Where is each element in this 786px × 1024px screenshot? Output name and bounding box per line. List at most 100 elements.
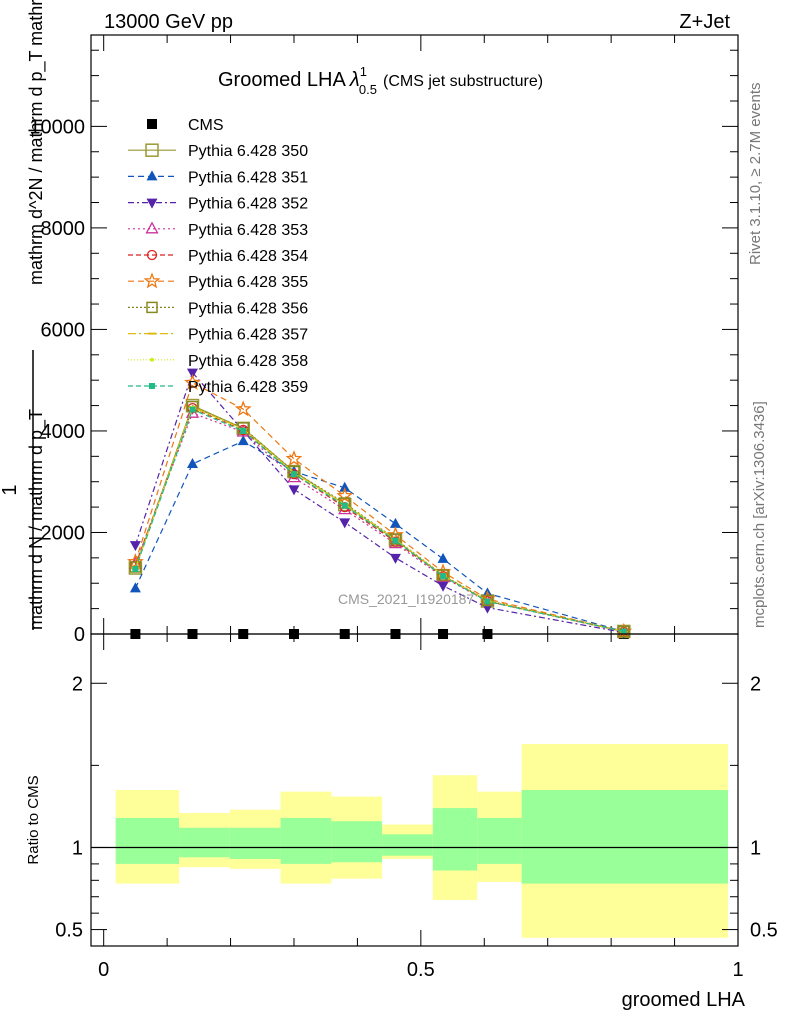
legend-item: Pythia 6.428 357	[128, 327, 308, 344]
data-point	[146, 170, 158, 181]
plot-title-sup: 1	[360, 64, 367, 79]
ratio-band-inner	[382, 834, 433, 856]
ratio-ytick-label-right: 0.5	[750, 920, 778, 942]
legend-item: Pythia 6.428 356	[128, 300, 308, 317]
data-point	[129, 541, 141, 552]
data-point	[150, 357, 154, 362]
series-line	[134, 405, 624, 633]
ratio-ytick-label-right: 2	[750, 673, 761, 695]
main-ytick-label: 4000	[41, 421, 86, 443]
main-ytick-label: 6000	[41, 319, 86, 341]
data-point	[132, 566, 139, 573]
ratio-band-inner	[115, 817, 180, 864]
data-point	[481, 594, 494, 607]
legend-item: Pythia 6.428 358	[128, 353, 308, 370]
analysis-watermark: CMS_2021_I1920187	[338, 591, 474, 607]
data-point	[237, 435, 249, 446]
data-point	[437, 581, 449, 592]
ratio-band-inner	[477, 817, 522, 864]
header-process-label: Z+Jet	[679, 11, 730, 33]
legend-label: Pythia 6.428 353	[188, 222, 308, 239]
legend-label: Pythia 6.428 355	[188, 274, 308, 291]
xtick-label: 1	[732, 959, 743, 981]
legend-item: Pythia 6.428 359	[128, 379, 308, 396]
data-point	[389, 553, 401, 564]
data-point	[285, 450, 303, 466]
data-point	[440, 573, 447, 580]
legend-label: Pythia 6.428 357	[188, 327, 308, 344]
ratio-frame	[90, 633, 739, 947]
data-point	[145, 143, 159, 157]
xtick-label: 0	[98, 959, 109, 981]
data-point	[186, 457, 198, 468]
data-point	[149, 383, 155, 389]
data-point	[339, 518, 351, 529]
ratio-ytick-label-left: 1	[72, 837, 83, 859]
xaxis-label: groomed LHA	[622, 989, 746, 1011]
data-point	[288, 485, 300, 496]
data-point	[336, 487, 354, 504]
legend-label: CMS	[188, 117, 224, 134]
data-point	[484, 598, 491, 605]
xtick-label: 0.5	[407, 959, 435, 981]
legend-label: Pythia 6.428 354	[188, 248, 308, 265]
main-ytick-label: 8000	[41, 218, 86, 240]
legend: CMS Pythia 6.428 350 Pythia 6.428 351 Pythi…	[128, 117, 308, 396]
mcplots-url-label: mcplots.cern.ch [arXiv:1306.3436]	[751, 401, 768, 628]
legend-label: Pythia 6.428 359	[188, 379, 308, 396]
legend-label: Pythia 6.428 356	[188, 300, 308, 317]
data-point	[184, 373, 201, 390]
main-plot-panel: 0 2000 4000 6000 8000 10000	[29, 34, 739, 646]
legend-label: Pythia 6.428 350	[188, 143, 308, 160]
legend-item: Pythia 6.428 350	[128, 143, 308, 160]
data-point	[146, 198, 158, 209]
data-point	[234, 400, 252, 417]
ratio-band-inner	[521, 790, 728, 884]
data-point	[129, 582, 141, 593]
ratio-band-inner	[280, 817, 332, 864]
legend-item: Pythia 6.428 352	[128, 196, 308, 213]
legend-item: CMS	[147, 117, 224, 134]
data-point	[126, 553, 144, 570]
top-ylabel-denominator: mathrm d N / mathrm d p_T	[26, 409, 47, 630]
data-point	[186, 368, 198, 379]
ratio-ytick-label-right: 1	[750, 837, 761, 859]
data-point	[146, 249, 158, 261]
main-ytick-label: 2000	[41, 522, 86, 544]
main-ytick-label: 0	[74, 624, 85, 646]
legend-label: Pythia 6.428 351	[188, 169, 308, 186]
ratio-band-inner	[229, 827, 281, 859]
data-point	[341, 502, 348, 509]
data-point	[339, 481, 351, 492]
data-point	[620, 628, 627, 635]
series-10	[132, 406, 627, 635]
plot-title-symbol: λ	[349, 69, 360, 91]
ratio-band-inner	[432, 808, 478, 871]
legend-label: Pythia 6.428 352	[188, 196, 308, 213]
legend-item: Pythia 6.428 354	[128, 248, 308, 265]
plot-title: Groomed LHA λ1 0.5 (CMS jet substructure)	[218, 64, 543, 97]
rivet-version-label: Rivet 3.1.10, ≥ 2.7M events	[747, 83, 764, 266]
plot-title-main: Groomed LHA	[218, 69, 346, 91]
ratio-plot-panel: 0.5 0.5 1 1 2 2 0 0.5 1	[55, 633, 778, 981]
data-point	[290, 471, 297, 478]
ratio-band-inner	[179, 827, 230, 858]
legend-label: Pythia 6.428 358	[188, 353, 308, 370]
header-energy-label: 13000 GeV pp	[104, 11, 233, 33]
plot-title-note: (CMS jet substructure)	[383, 73, 543, 90]
data-point	[240, 427, 247, 434]
legend-item: Pythia 6.428 351	[128, 169, 308, 186]
ratio-ytick-label-left: 0.5	[55, 920, 83, 942]
data-point	[437, 552, 449, 563]
data-point	[389, 517, 401, 528]
main-ytick-label: 10000	[29, 116, 85, 138]
series-line	[134, 408, 624, 633]
data-point	[147, 119, 157, 129]
data-point	[618, 625, 630, 638]
ratio-band-inner	[331, 821, 383, 863]
data-point	[392, 537, 399, 544]
top-ylabel-numerator: 1	[0, 484, 21, 495]
data-point	[143, 272, 161, 289]
top-ylabel-right: mathrm d^2N / mathrm d p_T mathrm d lamb…	[26, 0, 47, 285]
